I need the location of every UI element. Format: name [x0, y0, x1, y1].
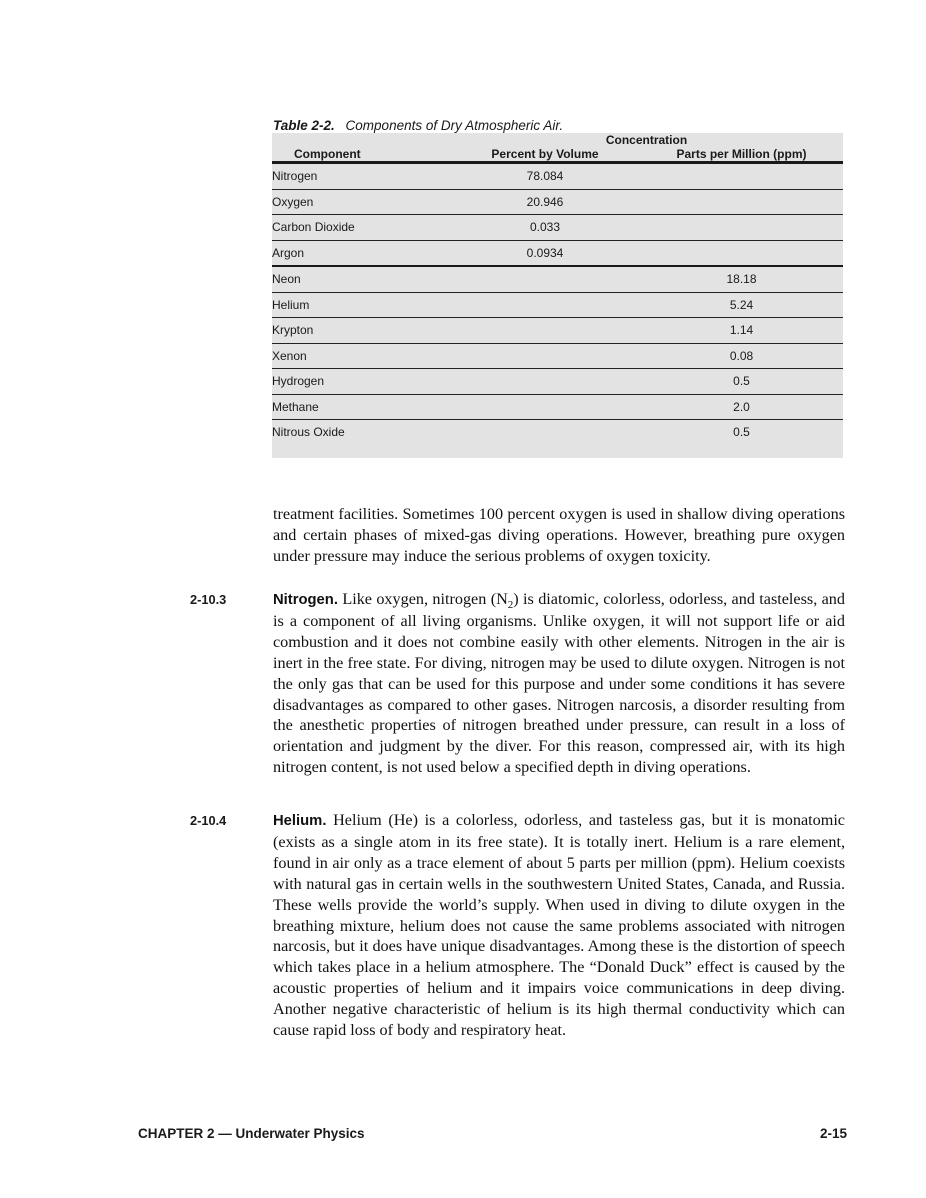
- cell-ppm: 5.24: [640, 292, 843, 318]
- table-row: Helium 5.24: [272, 292, 843, 318]
- column-header-component: Component: [272, 147, 450, 164]
- cell-ppm: [640, 189, 843, 215]
- table-row: Oxygen 20.946: [272, 189, 843, 215]
- cell-percent: [450, 292, 640, 318]
- cell-ppm: 0.08: [640, 343, 843, 369]
- cell-component: Methane: [272, 394, 450, 420]
- cell-ppm: 1.14: [640, 317, 843, 344]
- cell-percent: 0.033: [450, 214, 640, 241]
- table-row: Neon 18.18: [272, 266, 843, 293]
- cell-percent: [450, 343, 640, 369]
- table-caption: Table 2-2. Components of Dry Atmospheric…: [273, 118, 563, 133]
- subscript: 2: [507, 599, 514, 612]
- cell-percent: 0.0934: [450, 240, 640, 267]
- paragraph-text: Helium (He) is a colorless, odorless, an…: [273, 811, 845, 1040]
- cell-ppm: 0.5: [640, 368, 843, 395]
- cell-component: Helium: [272, 292, 450, 318]
- column-header-percent: Percent by Volume: [450, 147, 640, 164]
- cell-component: Neon: [272, 266, 450, 293]
- table-row: Argon 0.0934: [272, 240, 843, 267]
- cell-ppm: [640, 162, 843, 190]
- cell-percent: 78.084: [450, 162, 640, 190]
- cell-percent: 20.946: [450, 189, 640, 215]
- table-header-spacer: [272, 133, 450, 147]
- table-row: Carbon Dioxide 0.033: [272, 214, 843, 241]
- table-caption-label: Table 2-2.: [273, 117, 335, 133]
- cell-component: Xenon: [272, 343, 450, 369]
- air-components-table: Concentration Component Percent by Volum…: [272, 133, 843, 458]
- cell-component: Carbon Dioxide: [272, 214, 450, 241]
- cell-component: Argon: [272, 240, 450, 267]
- cell-component: Oxygen: [272, 189, 450, 215]
- cell-ppm: [640, 240, 843, 267]
- table-caption-text: Components of Dry Atmospheric Air.: [345, 117, 564, 133]
- paragraph-nitrogen: 2-10.3 Nitrogen. Like oxygen, nitrogen (…: [190, 589, 845, 778]
- cell-component: Nitrogen: [272, 162, 450, 190]
- paragraph-oxygen-continuation: treatment facilities. Sometimes 100 perc…: [273, 504, 845, 567]
- table-header-group-row: Concentration: [272, 133, 843, 147]
- table-header-concentration: Concentration: [605, 133, 688, 147]
- cell-ppm: 0.5: [733, 425, 750, 440]
- cell-percent: [450, 368, 640, 395]
- cell-ppm: 18.18: [640, 266, 843, 293]
- cell-ppm: 2.0: [640, 394, 843, 420]
- cell-component: Nitrous Oxide: [272, 425, 345, 440]
- cell-percent: [450, 266, 640, 293]
- paragraph-text: Like oxygen, nitrogen (N: [337, 590, 508, 608]
- paragraph-text: treatment facilities. Sometimes 100 perc…: [273, 505, 845, 565]
- paragraph-lead: Helium.: [273, 813, 327, 829]
- paragraph-helium: 2-10.4 Helium. Helium (He) is a colorles…: [190, 810, 845, 1041]
- paragraph-text: ) is diatomic, colorless, odorless, and …: [273, 590, 845, 777]
- footer-chapter-title: CHAPTER 2 — Underwater Physics: [138, 1126, 365, 1141]
- table-row: Krypton 1.14: [272, 317, 843, 344]
- table-row: Xenon 0.08: [272, 343, 843, 369]
- footer-page-number: 2-15: [819, 1126, 847, 1141]
- cell-component: Hydrogen: [272, 368, 450, 395]
- cell-percent: [450, 394, 640, 420]
- cell-ppm: [640, 214, 843, 241]
- paragraph-lead: Nitrogen.: [273, 592, 338, 608]
- cell-component: Krypton: [272, 317, 450, 344]
- page-footer: CHAPTER 2 — Underwater Physics 2-15: [138, 1126, 847, 1141]
- table-row: Hydrogen 0.5: [272, 368, 843, 395]
- table-row: Nitrous Oxide 0.5: [272, 420, 843, 445]
- paragraph-number: 2-10.3: [190, 592, 227, 607]
- cell-percent: [450, 420, 640, 445]
- paragraph-number: 2-10.4: [190, 813, 227, 828]
- table-row: Nitrogen 78.084: [272, 162, 843, 190]
- cell-percent: [450, 317, 640, 344]
- column-header-ppm: Parts per Million (ppm): [640, 147, 843, 164]
- table-row: Methane 2.0: [272, 394, 843, 420]
- table-column-header-row: Component Percent by Volume Parts per Mi…: [272, 147, 843, 164]
